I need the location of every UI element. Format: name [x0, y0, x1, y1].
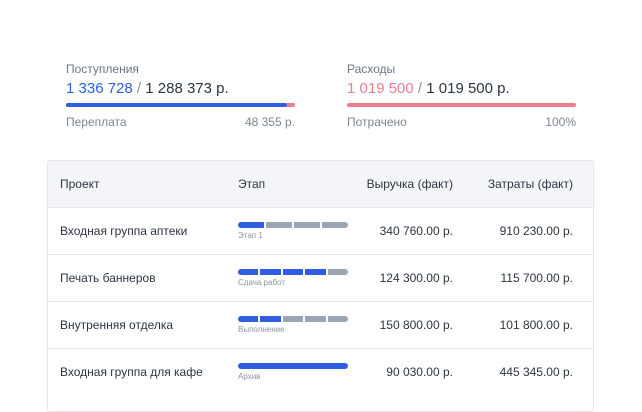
- projects-table: Проект Этап Выручка (факт) Затраты (факт…: [47, 160, 594, 412]
- stage-segment-pending: [322, 222, 348, 228]
- expense-separator: /: [417, 80, 423, 97]
- income-summary: Поступления 1 336 728 / 1 288 373 р. Пер…: [66, 62, 295, 129]
- stage-segment-done: [238, 222, 264, 228]
- cell-revenue: 150 800.00 р.: [379, 318, 453, 332]
- stage-segment-pending: [266, 222, 292, 228]
- stage-progress: Сдача работ: [238, 269, 348, 287]
- cell-costs: 445 345.00 р.: [499, 365, 573, 379]
- stage-name: Архив: [238, 372, 261, 381]
- income-actual: 1 336 728: [66, 80, 133, 97]
- cell-costs: 101 800.00 р.: [499, 318, 573, 332]
- income-progress-fill: [66, 103, 287, 107]
- cell-project[interactable]: Внутренняя отделка: [60, 318, 174, 332]
- stage-segment-pending: [282, 316, 304, 322]
- stage-segment-bar: [238, 363, 348, 369]
- stage-name: Выполнение: [238, 325, 285, 334]
- stage-progress: Выполнение: [238, 316, 348, 334]
- header-costs[interactable]: Затраты (факт): [487, 177, 573, 191]
- cell-project[interactable]: Входная группа аптеки: [60, 224, 188, 238]
- stage-progress: Этап 1: [238, 222, 348, 240]
- stage-segment-bar: [238, 222, 348, 228]
- stage-segment-done: [282, 269, 304, 275]
- stage-segment-pending: [327, 316, 348, 322]
- expense-footer: Потрачено 100%: [347, 115, 576, 129]
- table-row[interactable]: Входная группа аптеки Этап 1 340 760.00 р.…: [48, 207, 593, 254]
- cell-project[interactable]: Входная группа для кафе: [60, 365, 203, 379]
- stage-segment-pending: [294, 222, 320, 228]
- income-label: Поступления: [66, 62, 139, 76]
- table-row[interactable]: Внутренняя отделка Выполнение 150 800.00 р…: [48, 301, 593, 348]
- stage-segment-bar: [238, 269, 348, 275]
- spent-value: 100%: [545, 115, 576, 129]
- table-header: Проект Этап Выручка (факт) Затраты (факт…: [48, 161, 593, 207]
- stage-segment-done: [260, 269, 281, 275]
- overpay-value: 48 355 р.: [244, 115, 295, 129]
- stage-segment-done: [238, 269, 259, 275]
- income-footer: Переплата 48 355 р.: [66, 115, 295, 129]
- stage-name: Сдача работ: [238, 278, 285, 287]
- header-project[interactable]: Проект: [60, 177, 100, 191]
- cell-costs: 115 700.00 р.: [500, 271, 573, 285]
- stage-segment-done: [260, 316, 281, 322]
- stage-segment-pending: [305, 316, 326, 322]
- expense-progress-fill: [347, 103, 576, 107]
- cell-revenue: 124 300.00 р.: [379, 271, 453, 285]
- expense-values: 1 019 500 / 1 019 500 р.: [347, 80, 576, 97]
- table-row[interactable]: Входная группа для кафе Архив 90 030.00 р.…: [48, 348, 593, 395]
- table-row[interactable]: Печать баннеров Сдача работ 124 300.00 р. 1…: [48, 254, 593, 301]
- expense-planned: 1 019 500 р.: [426, 80, 510, 97]
- cell-project[interactable]: Печать баннеров: [60, 271, 156, 285]
- income-separator: /: [136, 80, 142, 97]
- stage-segment-done: [305, 269, 326, 275]
- spent-label: Потрачено: [347, 115, 407, 129]
- income-planned: 1 288 373 р.: [145, 80, 229, 97]
- stage-name: Этап 1: [238, 231, 263, 240]
- stage-segment-bar: [238, 316, 348, 322]
- expense-progress-bar: [347, 103, 576, 107]
- header-stage[interactable]: Этап: [238, 177, 266, 191]
- cell-revenue: 340 760.00 р.: [379, 224, 453, 238]
- expense-label: Расходы: [347, 62, 396, 76]
- stage-segment-pending: [327, 269, 348, 275]
- cell-costs: 910 230.00 р.: [499, 224, 573, 238]
- expense-summary: Расходы 1 019 500 / 1 019 500 р. Потраче…: [347, 62, 576, 129]
- header-revenue[interactable]: Выручка (факт): [366, 177, 453, 191]
- income-progress-bar: [66, 103, 295, 107]
- overpay-label: Переплата: [66, 115, 127, 129]
- stage-segment-done: [238, 316, 259, 322]
- income-values: 1 336 728 / 1 288 373 р.: [66, 80, 295, 97]
- cell-revenue: 90 030.00 р.: [386, 365, 453, 379]
- expense-actual: 1 019 500: [347, 80, 414, 97]
- table-body: Входная группа аптеки Этап 1 340 760.00 р.…: [48, 207, 593, 395]
- stage-progress: Архив: [238, 363, 348, 381]
- stage-segment-done: [238, 363, 348, 369]
